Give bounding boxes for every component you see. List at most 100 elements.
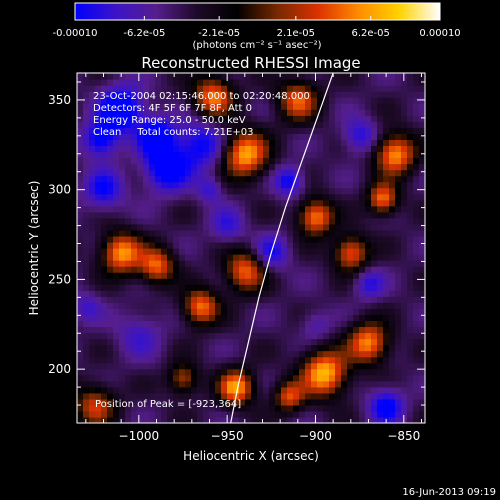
heatmap-cell <box>341 115 348 122</box>
heatmap-cell <box>317 145 324 153</box>
heatmap-cell <box>95 241 102 249</box>
heatmap-cell <box>359 79 366 86</box>
heatmap-cell <box>413 97 420 104</box>
heatmap-cell <box>101 404 108 412</box>
heatmap-cell <box>281 326 288 334</box>
heatmap-cell <box>281 248 288 255</box>
heatmap-cell <box>101 193 108 201</box>
heatmap-cell <box>389 133 396 140</box>
heatmap-cell <box>89 284 96 291</box>
heatmap-cell <box>137 278 144 285</box>
heatmap-cell <box>239 115 246 122</box>
heatmap-cell <box>275 356 282 364</box>
heatmap-cell <box>335 290 342 297</box>
heatmap-cell <box>407 205 414 213</box>
heatmap-cell <box>383 254 390 261</box>
heatmap-cell <box>347 181 354 189</box>
heatmap-cell <box>107 145 114 153</box>
heatmap-cell <box>263 356 270 364</box>
heatmap-cell <box>371 416 378 423</box>
heatmap-cell <box>305 79 312 86</box>
heatmap-cell <box>203 85 210 92</box>
heatmap-cell <box>323 368 330 376</box>
heatmap-cell <box>191 356 198 364</box>
heatmap-cell <box>365 181 372 189</box>
heatmap-cell <box>149 115 156 122</box>
heatmap-cell <box>233 416 240 423</box>
heatmap-cell <box>329 404 336 412</box>
heatmap-cell <box>251 386 258 394</box>
heatmap-cell <box>149 163 156 171</box>
heatmap-cell <box>281 163 288 171</box>
heatmap-cell <box>215 308 222 315</box>
heatmap-cell <box>389 217 396 225</box>
heatmap-cell <box>359 296 366 303</box>
heatmap-cell <box>89 362 96 370</box>
heatmap-cell <box>347 410 354 418</box>
heatmap-cell <box>143 235 150 243</box>
heatmap-cell <box>377 169 384 177</box>
heatmap-cell <box>185 85 192 92</box>
heatmap-cell <box>305 115 312 122</box>
heatmap-cell <box>107 187 114 195</box>
heatmap-cell <box>125 157 132 165</box>
heatmap-cell <box>401 374 408 382</box>
heatmap-cell <box>401 241 408 249</box>
heatmap-cell <box>395 121 402 128</box>
heatmap-cell <box>395 235 402 243</box>
heatmap-cell <box>239 302 246 309</box>
heatmap-cell <box>407 344 414 352</box>
heatmap-cell <box>89 181 96 189</box>
heatmap-cell <box>269 217 276 225</box>
heatmap-cell <box>77 223 84 231</box>
heatmap-cell <box>377 73 384 80</box>
heatmap-cell <box>299 205 306 213</box>
heatmap-cell <box>155 73 162 80</box>
heatmap-cell <box>179 404 186 412</box>
heatmap-cell <box>167 145 174 153</box>
heatmap-cell <box>263 157 270 165</box>
heatmap-cell <box>359 284 366 291</box>
heatmap-cell <box>383 115 390 122</box>
heatmap-cell <box>131 386 138 394</box>
annotation-detectors: Detectors: 4F 5F 6F 7F 8F, Att 0 <box>93 103 252 114</box>
heatmap-cell <box>413 199 420 207</box>
heatmap-cell <box>293 73 300 80</box>
heatmap-cell <box>125 103 132 110</box>
heatmap-cell <box>257 386 264 394</box>
heatmap-cell <box>155 235 162 243</box>
heatmap-cell <box>347 290 354 297</box>
heatmap-cell <box>137 338 144 346</box>
heatmap-cell <box>269 241 276 249</box>
heatmap-cell <box>239 139 246 147</box>
heatmap-cell <box>389 109 396 116</box>
heatmap-cell <box>227 91 234 98</box>
heatmap-cell <box>335 85 342 92</box>
heatmap-cell <box>407 121 414 128</box>
heatmap-cell <box>275 241 282 249</box>
heatmap-cell <box>365 115 372 122</box>
heatmap-cell <box>395 272 402 279</box>
heatmap-cell <box>155 205 162 213</box>
heatmap-cell <box>161 410 168 418</box>
heatmap-cell <box>155 356 162 364</box>
heatmap-cell <box>107 374 114 382</box>
heatmap-cell <box>125 91 132 98</box>
heatmap-cell <box>155 85 162 92</box>
heatmap-cell <box>341 290 348 297</box>
heatmap-cell <box>143 73 150 80</box>
heatmap-cell <box>215 133 222 140</box>
heatmap-cell <box>347 386 354 394</box>
heatmap-cell <box>149 302 156 309</box>
heatmap-cell <box>107 392 114 400</box>
heatmap-cell <box>113 217 120 225</box>
heatmap-cell <box>311 187 318 195</box>
heatmap-cell <box>179 187 186 195</box>
heatmap-cell <box>311 223 318 231</box>
heatmap-cell <box>371 386 378 394</box>
heatmap-cell <box>209 241 216 249</box>
heatmap-cell <box>407 290 414 297</box>
heatmap-cell <box>353 272 360 279</box>
heatmap-cell <box>89 350 96 358</box>
heatmap-cell <box>335 193 342 201</box>
